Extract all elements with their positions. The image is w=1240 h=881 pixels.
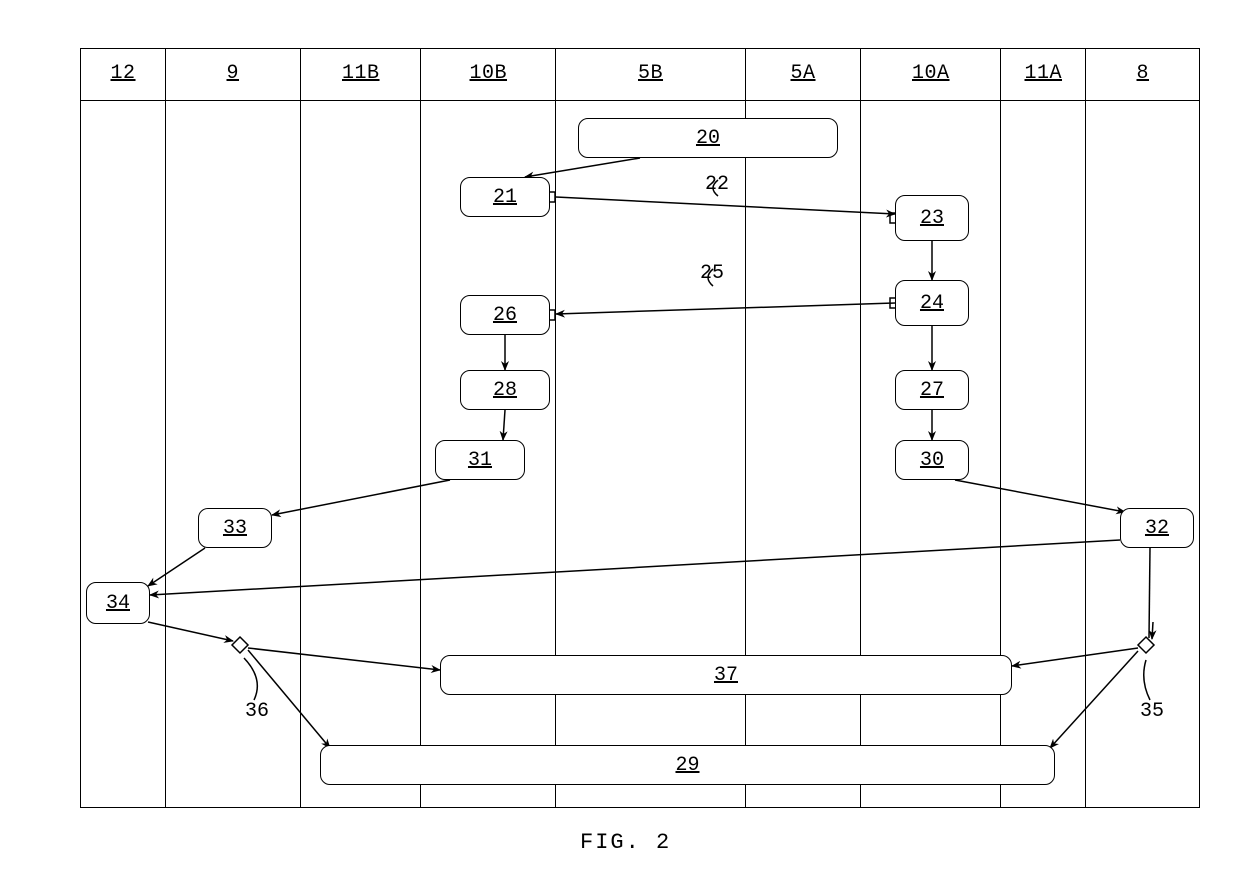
lane-label-10A: 10A [912,62,950,85]
node-label: 21 [493,186,517,209]
node-label: 33 [223,517,247,540]
node-24: 24 [895,280,969,326]
node-label: 20 [696,127,720,150]
node-31: 31 [435,440,525,480]
lane-label-11A: 11A [1025,62,1063,85]
node-label: 32 [1145,517,1169,540]
lane-label-11B: 11B [342,62,380,85]
node-label: 23 [920,207,944,230]
node-label: 31 [468,449,492,472]
figure-canvas: FIG. 2 12 9 11B 10B 5B 5A 10A 11A 8 20 21 23 24 26 28 2… [0,0,1240,881]
node-label: 29 [675,754,699,777]
lane-label-5B: 5B [638,62,663,85]
node-33: 33 [198,508,272,548]
lane-label-8: 8 [1137,62,1150,85]
node-32: 32 [1120,508,1194,548]
node-label: 30 [920,449,944,472]
lane-label-10B: 10B [470,62,508,85]
lane-separator [165,48,166,808]
node-label: 28 [493,379,517,402]
node-20: 20 [578,118,838,158]
node-27: 27 [895,370,969,410]
callout-label-35: 35 [1140,700,1164,723]
node-28: 28 [460,370,550,410]
lane-separator [300,48,301,808]
node-21: 21 [460,177,550,217]
node-label: 24 [920,292,944,315]
node-37: 37 [440,655,1012,695]
lane-label-9: 9 [227,62,240,85]
node-label: 27 [920,379,944,402]
lane-separator [1085,48,1086,808]
node-34: 34 [86,582,150,624]
lane-separator [420,48,421,808]
node-label: 37 [714,664,738,687]
callout-label-36: 36 [245,700,269,723]
node-label: 34 [106,592,130,615]
callout-label-22: 22 [705,173,729,196]
node-30: 30 [895,440,969,480]
figure-caption: FIG. 2 [580,830,671,855]
header-separator [80,100,1200,101]
node-29: 29 [320,745,1055,785]
lane-label-5A: 5A [791,62,816,85]
callout-label-25: 25 [700,262,724,285]
node-label: 26 [493,304,517,327]
node-26: 26 [460,295,550,335]
node-23: 23 [895,195,969,241]
lane-label-12: 12 [111,62,136,85]
